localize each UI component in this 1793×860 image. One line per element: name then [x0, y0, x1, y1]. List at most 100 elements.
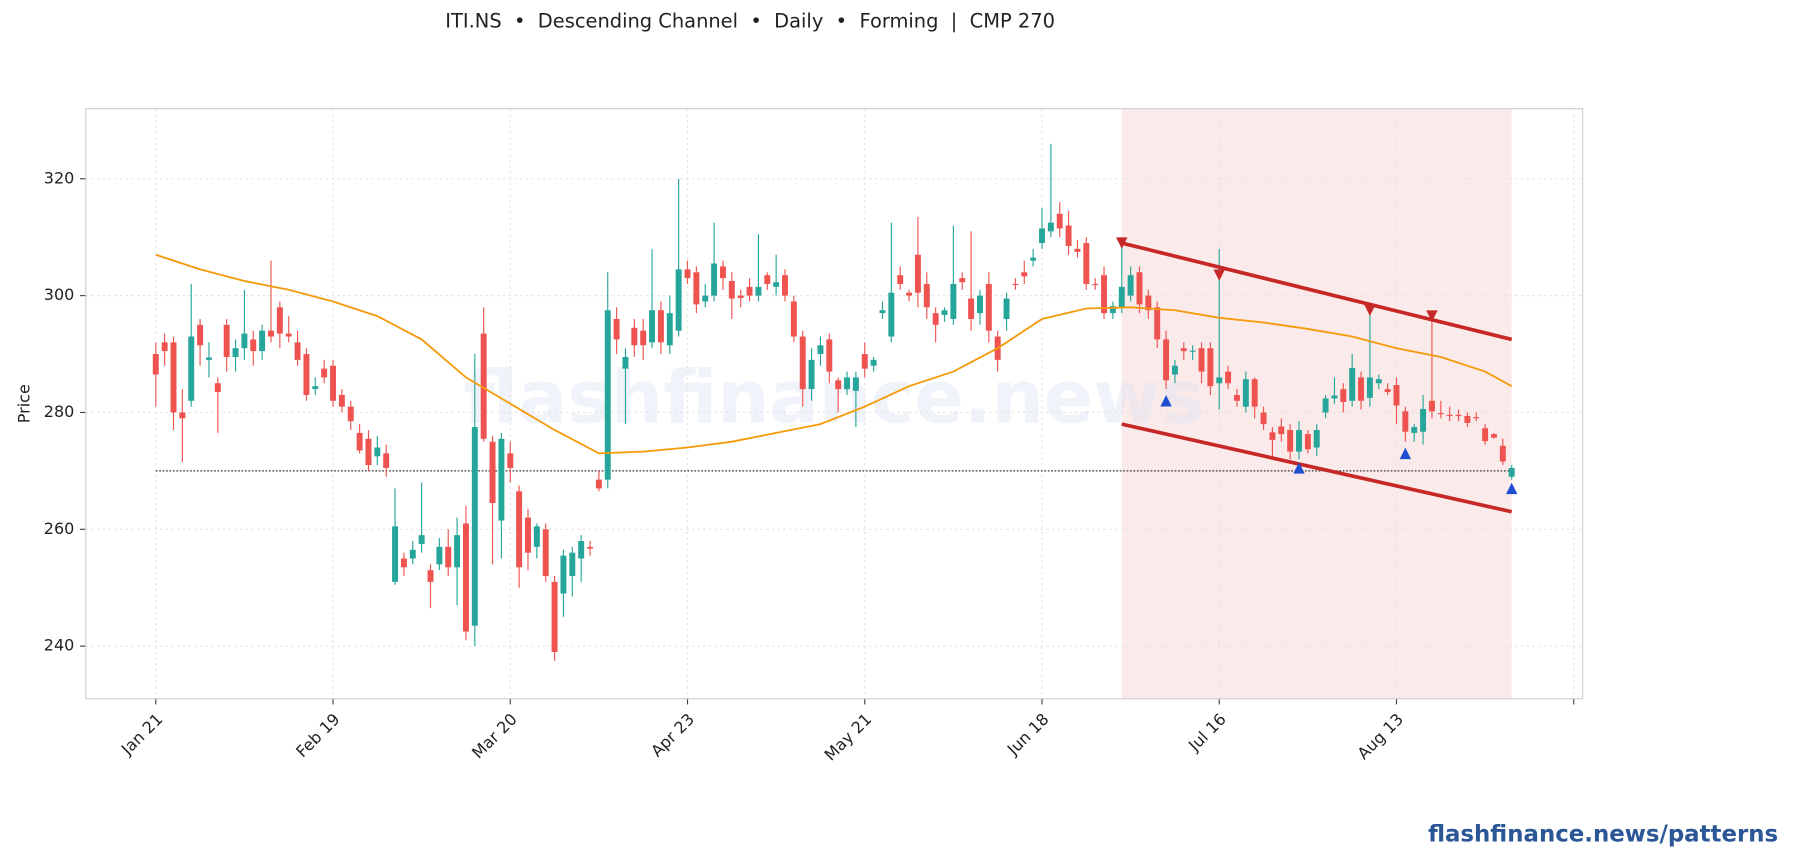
candle-body — [985, 283, 992, 331]
candle-body — [480, 333, 487, 439]
pattern-zone — [1121, 108, 1512, 699]
candle-body — [542, 529, 549, 577]
candle-body — [746, 286, 753, 296]
candle-body — [188, 336, 195, 401]
candle-body — [436, 546, 443, 565]
trough-marker — [1505, 482, 1518, 495]
candle-body — [1225, 371, 1232, 384]
candle-body — [560, 555, 567, 594]
candle-body — [595, 479, 602, 489]
candle-body — [1287, 429, 1294, 452]
candle-body — [640, 330, 647, 346]
candle-body — [356, 432, 363, 451]
candle-body — [702, 295, 709, 302]
candle-body — [1154, 307, 1161, 340]
moving-average — [155, 253, 1513, 455]
candle-body — [1030, 257, 1037, 261]
candle-body — [1101, 275, 1108, 314]
candle-body — [782, 275, 788, 296]
trough-marker — [1160, 395, 1172, 407]
candle-body — [799, 336, 806, 390]
candle-body — [1039, 228, 1045, 244]
candle-body — [1163, 339, 1170, 381]
candle-body — [923, 283, 930, 308]
candle-body — [835, 380, 842, 390]
candle-body — [790, 301, 797, 337]
candle-body — [223, 324, 230, 357]
candle-body — [1420, 408, 1427, 432]
candle-body — [454, 535, 461, 568]
candle-body — [737, 295, 744, 298]
candle-body — [1349, 368, 1356, 401]
peak-marker — [1426, 310, 1438, 322]
candle-body — [1313, 429, 1320, 448]
candle-body — [179, 412, 186, 419]
candle-body — [383, 453, 390, 468]
candle-body — [1145, 295, 1152, 311]
candle-body — [764, 275, 771, 284]
candle-body — [666, 313, 673, 346]
candle-body — [471, 427, 478, 626]
candle-body — [1171, 365, 1178, 375]
y-tick-label: 320 — [44, 168, 75, 187]
candle-body — [1384, 389, 1391, 393]
candle-body — [1065, 225, 1072, 246]
footer: flashfinance.news/patterns — [1428, 821, 1778, 847]
candle-body — [507, 453, 514, 468]
candle-body — [1340, 389, 1347, 402]
candle-body — [1455, 414, 1462, 416]
candle-body — [400, 558, 407, 568]
candle-body — [516, 491, 523, 568]
candle-body — [250, 339, 257, 352]
candle-body — [1464, 415, 1471, 423]
candle-body — [1375, 379, 1382, 384]
candle-body — [604, 310, 611, 480]
candle-body — [276, 307, 283, 334]
candle-body — [1021, 272, 1028, 277]
candle-body — [312, 386, 319, 390]
candle-body — [1118, 286, 1125, 308]
candle-body — [462, 523, 469, 632]
candle-body — [1428, 400, 1435, 412]
candle-body — [675, 269, 682, 331]
candle-body — [551, 581, 558, 652]
candle-body — [1233, 394, 1240, 401]
candle-body — [888, 292, 895, 337]
candle-body — [418, 535, 425, 544]
x-tick-label: May 21 — [821, 710, 876, 765]
candle-body — [1358, 377, 1365, 401]
candle-body — [1322, 398, 1329, 413]
candle-body — [587, 546, 593, 549]
candle-body — [392, 526, 399, 582]
candle-body — [445, 546, 452, 568]
candle-body — [170, 342, 177, 413]
candle-body — [1198, 348, 1205, 372]
candle-body — [1491, 434, 1497, 438]
candle-body — [1402, 411, 1409, 432]
chart-title: ITI.NS • Descending Channel • Daily • Fo… — [445, 9, 1055, 32]
candle-body — [427, 570, 434, 582]
candle-body — [1411, 427, 1418, 433]
candle-body — [259, 330, 266, 352]
candle-body — [613, 318, 620, 340]
candle-body — [338, 394, 345, 407]
y-axis-label: Price — [15, 384, 34, 423]
candle-body — [321, 368, 328, 378]
candle-body — [959, 278, 966, 283]
y-tick-label: 260 — [44, 519, 75, 538]
candle-body — [879, 310, 886, 314]
candle-body — [1446, 414, 1453, 416]
candle-body — [950, 283, 957, 319]
candle-body — [1047, 222, 1054, 232]
candle-body — [693, 272, 700, 305]
candle-body — [649, 310, 656, 343]
peak-marker — [1213, 269, 1225, 281]
peak-marker — [1364, 304, 1376, 316]
candle-body — [1083, 243, 1090, 284]
candle-body — [525, 517, 531, 553]
channel-upper — [1121, 241, 1513, 342]
candle-body — [409, 549, 416, 559]
candle-body — [1437, 413, 1444, 415]
